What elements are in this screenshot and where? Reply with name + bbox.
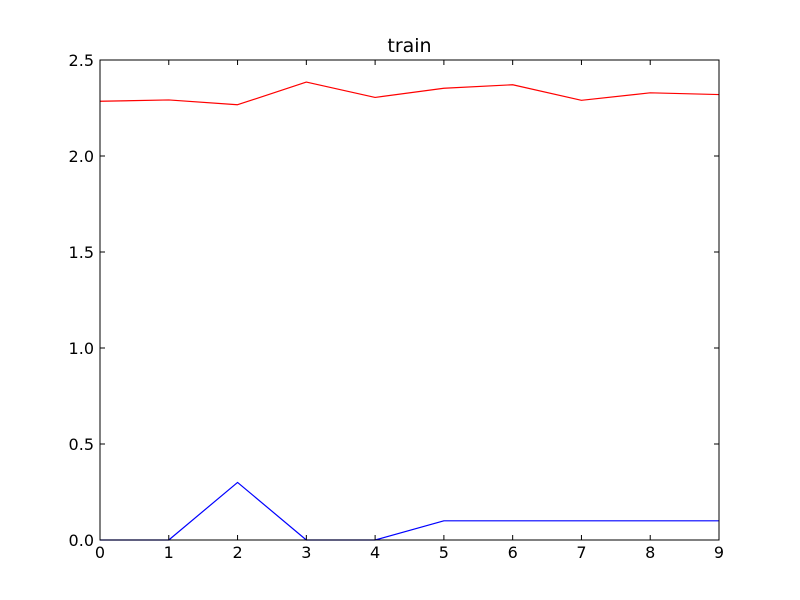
y-tick-label: 1.5 — [69, 243, 94, 262]
axes-frame — [99, 59, 720, 541]
x-tick-label: 5 — [439, 543, 449, 562]
x-tick-label: 3 — [301, 543, 311, 562]
x-tick-label: 0 — [95, 543, 105, 562]
plot-frame — [99, 59, 720, 541]
x-tick-label: 6 — [508, 543, 518, 562]
tick-layer: 0 1 2 3 4 5 6 7 8 9 0.0 0.5 1.0 1.5 2.0 2.5 — [69, 51, 725, 562]
x-tick-label: 8 — [645, 543, 655, 562]
series-line-0 — [99, 81, 720, 106]
x-tick-label: 4 — [370, 543, 380, 562]
chart-title: train — [387, 35, 431, 57]
x-tick-label: 2 — [232, 543, 242, 562]
series-line-1 — [100, 481, 719, 541]
y-tick-label: 2.0 — [69, 147, 94, 166]
y-tick-label: 1.0 — [69, 339, 94, 358]
y-tick-label: 0.5 — [69, 435, 94, 454]
x-tick-label: 1 — [164, 543, 174, 562]
series-layer — [99, 81, 720, 541]
x-tick-label: 9 — [714, 543, 724, 562]
y-tick-label: 0.0 — [69, 531, 94, 550]
y-tick-label: 2.5 — [69, 51, 94, 70]
x-tick-label: 7 — [576, 543, 586, 562]
plot-background — [100, 60, 719, 540]
plot-area — [100, 60, 719, 540]
